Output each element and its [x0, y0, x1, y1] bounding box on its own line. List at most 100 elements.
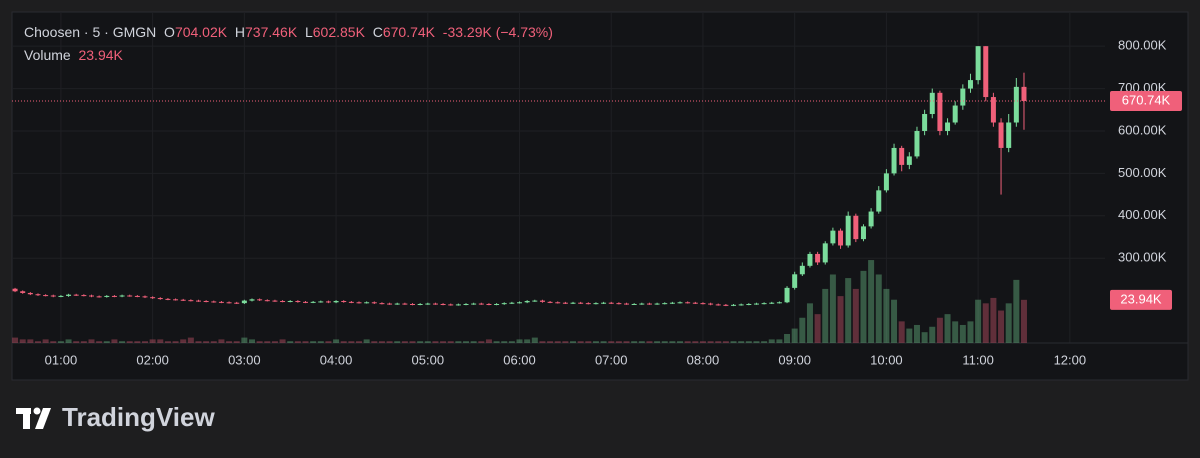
- candle-body: [417, 303, 423, 305]
- candle-body: [494, 303, 500, 305]
- candle-body: [547, 301, 553, 303]
- volume-bar: [990, 297, 997, 343]
- x-tick-label: 10:00: [870, 352, 903, 367]
- volume-bar: [141, 341, 148, 343]
- symbol: Choosen · 5 · GMGN: [24, 24, 157, 40]
- y-tick-label: 500.00K: [1118, 165, 1167, 180]
- candle-body: [287, 301, 293, 303]
- volume-bars: [12, 260, 1027, 343]
- candle-body: [960, 88, 966, 106]
- candle-body: [280, 301, 286, 303]
- volume-bar: [692, 341, 699, 343]
- candle-body: [807, 253, 813, 266]
- candle-body: [792, 274, 798, 288]
- volume-bar: [157, 339, 164, 343]
- volume-bar: [753, 341, 760, 343]
- volume-bar: [814, 314, 821, 343]
- volume-bar: [440, 341, 447, 343]
- candle-body: [555, 302, 561, 304]
- candle-body: [723, 304, 729, 306]
- volume-bar: [806, 303, 813, 343]
- volume-bar: [776, 339, 783, 343]
- volume-bar: [646, 341, 653, 343]
- candle-body: [677, 302, 683, 304]
- last-price-label: 670.74K: [1122, 92, 1171, 107]
- volume-bar: [822, 288, 829, 343]
- high-value: 737.46K: [245, 24, 298, 40]
- volume-bar: [677, 341, 684, 343]
- candle-body: [35, 294, 41, 296]
- candle-body: [654, 303, 660, 305]
- chart-panel: [11, 11, 1189, 381]
- volume-bar: [493, 341, 500, 343]
- volume-bar: [356, 341, 363, 343]
- candle-body: [333, 301, 339, 303]
- volume-bar: [65, 339, 72, 343]
- candle-body: [58, 295, 64, 297]
- x-tick-label: 06:00: [503, 352, 536, 367]
- volume-bar: [982, 303, 989, 343]
- volume-bar: [913, 324, 920, 343]
- volume-bar: [218, 339, 225, 343]
- volume-bar: [516, 339, 523, 343]
- candle-body: [341, 301, 347, 303]
- volume-bar: [42, 339, 49, 343]
- low-label: L: [304, 24, 313, 40]
- candle-body: [157, 298, 163, 300]
- candle-body: [73, 294, 79, 296]
- volume-bar: [447, 341, 454, 343]
- x-tick-label: 12:00: [1054, 352, 1087, 367]
- x-tick-label: 05:00: [412, 352, 445, 367]
- volume-bar: [875, 274, 882, 343]
- volume-bar: [761, 341, 768, 343]
- volume-bar: [34, 341, 41, 343]
- candle-body: [761, 303, 767, 305]
- x-tick-label: 04:00: [320, 352, 353, 367]
- candle-body: [272, 300, 278, 302]
- candle-body: [524, 301, 530, 303]
- volume-bar: [103, 341, 110, 343]
- x-tick-label: 08:00: [687, 352, 720, 367]
- volume-bar: [562, 341, 569, 343]
- candle-body: [440, 303, 446, 305]
- volume-bar: [638, 341, 645, 343]
- volume-bar: [363, 339, 370, 343]
- candle-body: [868, 211, 874, 227]
- y-tick-label: 600.00K: [1118, 122, 1167, 137]
- candle-body: [195, 300, 201, 302]
- candle-body: [356, 302, 362, 304]
- candle-body: [585, 303, 591, 305]
- candle-body: [50, 295, 56, 297]
- volume-bar: [501, 341, 508, 343]
- volume-bar: [845, 278, 852, 343]
- volume-bar: [1005, 303, 1012, 343]
- candle-body: [241, 300, 247, 304]
- candle-body: [165, 298, 171, 300]
- volume-bar: [585, 341, 592, 343]
- candle-body: [119, 295, 125, 297]
- candle-body: [830, 230, 836, 244]
- candle-body: [303, 301, 309, 303]
- x-tick-label: 02:00: [136, 352, 169, 367]
- volume-bar: [524, 339, 531, 343]
- candle-body: [410, 303, 416, 305]
- volume-bar: [241, 337, 248, 343]
- volume-bar: [1020, 299, 1027, 343]
- candle-body: [570, 302, 576, 304]
- candle-body: [264, 300, 270, 302]
- low-value: 602.85K: [312, 24, 365, 40]
- close-value: 670.74K: [382, 24, 436, 40]
- candle-body: [998, 122, 1004, 148]
- volume-bar: [608, 341, 615, 343]
- volume-bar: [463, 341, 470, 343]
- volume-bar: [539, 341, 546, 343]
- candle-body: [394, 303, 400, 305]
- candle-body: [471, 303, 477, 305]
- volume-bar: [378, 341, 385, 343]
- candle-body: [662, 303, 668, 305]
- candle-body: [822, 243, 828, 263]
- candle-body: [883, 173, 889, 191]
- grid: [12, 12, 1105, 343]
- volume-bar: [829, 274, 836, 343]
